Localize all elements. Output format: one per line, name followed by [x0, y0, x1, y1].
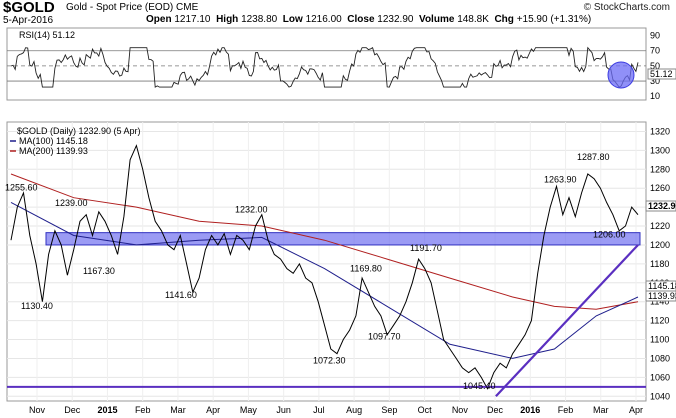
y-tick-label: 1120	[650, 316, 669, 326]
price-annotation: 1232.00	[235, 205, 268, 215]
price-annotation: 1255.60	[5, 182, 38, 192]
high-value: 1238.80	[241, 14, 278, 25]
x-tick-label: Feb	[558, 405, 574, 415]
y-tick-label: 1080	[650, 353, 670, 363]
rsi-tick-label: 30	[650, 76, 660, 86]
x-tick-label: Sep	[381, 405, 397, 415]
price-annotation: 1167.30	[83, 266, 115, 276]
x-tick-label: Dec	[487, 405, 504, 415]
support-band	[45, 232, 641, 246]
ma-tag-a: 1145.18	[648, 281, 676, 291]
y-tick-label: 1300	[650, 145, 670, 155]
ma100-line	[10, 201, 639, 359]
price-annotation: 1263.90	[544, 175, 577, 185]
rsi-value-tag-box	[647, 68, 676, 80]
symbol-title: $GOLD	[3, 0, 55, 16]
rsi-panel-frame	[6, 27, 647, 101]
y-tick-label: 1200	[650, 240, 670, 250]
rsi-tick-label: 90	[650, 31, 660, 41]
volume-value: 148.8K	[457, 14, 489, 25]
price-annotation: 1141.60	[165, 290, 197, 300]
rsi-tick-label: 70	[650, 46, 660, 56]
rsi-legend: RSI(14) 51.12	[19, 30, 75, 40]
x-tick-label: Mar	[170, 405, 186, 415]
x-tick-label: Jul	[313, 405, 325, 415]
close-tag-box	[645, 200, 676, 212]
price-y-axis: 1040106010801100112011401160118012001220…	[650, 126, 670, 401]
price-annotation: 1206.00	[593, 229, 626, 239]
rsi-tick-label: 10	[650, 91, 660, 101]
high-label: High	[216, 14, 239, 25]
ma-tag-b-box	[645, 290, 676, 302]
x-tick-label: Oct	[418, 405, 433, 415]
close-label: Close	[347, 14, 375, 25]
price-annotation: 1045.40	[463, 381, 496, 391]
ma200-line	[10, 173, 639, 310]
rsi-value-tag: 51.12	[650, 69, 673, 79]
y-tick-label: 1060	[650, 372, 670, 382]
price-line	[10, 144, 639, 390]
open-label: Open	[146, 14, 172, 25]
rsi-tick-label: 50	[650, 61, 660, 71]
x-tick-label: Jun	[276, 405, 291, 415]
low-value: 1216.00	[305, 14, 342, 25]
x-tick-label: Mar	[593, 405, 609, 415]
open-value: 1217.10	[174, 14, 211, 25]
price-annotation: 1287.80	[577, 152, 610, 162]
x-tick-label: Feb	[135, 405, 151, 415]
close-tag: 1232.90	[648, 201, 676, 211]
ma-tag-b: 1139.93	[648, 291, 676, 301]
price-annotation: 1169.80	[350, 264, 382, 274]
ma100-legend: MA(100) 1145.18	[19, 136, 88, 146]
x-tick-label: Apr	[629, 405, 643, 415]
trend-line	[495, 244, 639, 398]
price-annotation: 1072.30	[313, 356, 346, 366]
y-tick-label: 1040	[650, 391, 670, 401]
close-value: 1232.90	[377, 14, 414, 25]
y-tick-label: 1220	[650, 221, 670, 231]
ma200-legend: MA(200) 1139.93	[19, 146, 88, 156]
x-tick-label: Apr	[206, 405, 220, 415]
x-tick-label: Aug	[346, 405, 362, 415]
price-annotation: 1097.70	[368, 332, 401, 342]
chg-label: Chg	[494, 14, 514, 25]
x-tick-label: Dec	[64, 405, 81, 415]
source-credit: © StockCharts.com	[583, 2, 670, 13]
rsi-gridlines	[7, 50, 646, 82]
price-annotation: 1239.00	[55, 198, 88, 208]
price-annotation: 1191.70	[410, 243, 442, 253]
x-tick-label: May	[240, 405, 258, 415]
y-tick-label: 1320	[650, 126, 670, 136]
price-legend: $GOLD (Daily) 1232.90 (5 Apr)	[17, 126, 141, 136]
y-tick-label: 1140	[650, 297, 669, 307]
price-annotation: 1130.40	[21, 301, 53, 311]
rsi-line	[10, 46, 639, 88]
x-tick-label: Nov	[29, 405, 46, 415]
y-tick-label: 1180	[650, 259, 669, 269]
price-annotations: 1255.60 1130.40 1239.00 1167.30 1141.60 1232.…	[5, 152, 626, 391]
rsi-axis: 90 70 50 30 10	[650, 31, 660, 102]
x-tick-label: 2016	[520, 405, 540, 415]
rsi-highlight-circle	[607, 61, 635, 89]
ohlc-readout: Open 1217.10 High 1238.80 Low 1216.00 Cl…	[146, 14, 591, 25]
x-tick-label: Nov	[452, 405, 469, 415]
x-tick-label: 2015	[97, 405, 117, 415]
y-tick-label: 1280	[650, 164, 670, 174]
volume-label: Volume	[419, 14, 455, 25]
low-label: Low	[282, 14, 303, 25]
symbol-description: Gold - Spot Price (EOD) CME	[66, 2, 199, 13]
chart-header: $GOLD Gold - Spot Price (EOD) CME 5-Apr-…	[0, 0, 676, 26]
date-x-axis: Nov Dec 2015 Feb Mar Apr May Jun Jul Aug Sep Oct Nov…	[29, 405, 643, 415]
chg-value: +15.90 (+1.31%)	[516, 14, 592, 25]
y-tick-label: 1100	[650, 335, 669, 345]
y-tick-label: 1260	[650, 183, 670, 193]
chart-date: 5-Apr-2016	[3, 15, 54, 26]
